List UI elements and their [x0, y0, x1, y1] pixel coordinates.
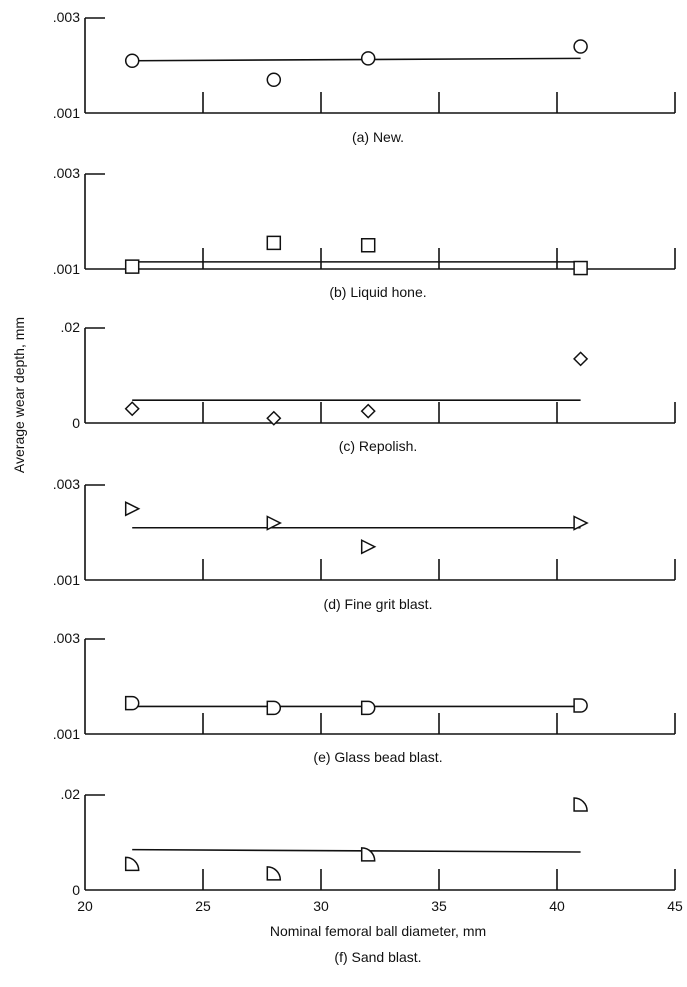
square-marker — [124, 259, 140, 274]
triangle-marker — [573, 515, 589, 531]
chart-panel: .003 .001 (d) Fine grit blast. — [53, 476, 676, 612]
y-tick-label: .003 — [53, 630, 80, 646]
half-circle-marker — [124, 695, 140, 711]
half-circle-marker — [573, 698, 588, 713]
half-circle-marker — [266, 700, 282, 716]
circle-marker — [573, 39, 588, 54]
panel-caption: (c) Repolish. — [339, 438, 418, 454]
y-axis-title: Average wear depth, mm — [11, 317, 27, 473]
y-tick-label: .001 — [53, 726, 80, 742]
y-tick-label: .003 — [53, 476, 80, 492]
x-tick-label: 20 — [77, 898, 93, 914]
panel-caption: (d) Fine grit blast. — [324, 596, 433, 612]
x-tick-label: 45 — [667, 898, 683, 914]
circle-marker — [124, 53, 140, 68]
y-tick-label: .001 — [53, 572, 80, 588]
diamond-marker — [360, 403, 376, 419]
triangle-marker — [124, 501, 141, 517]
chart-panel: .003 .001 (e) Glass bead blast. — [53, 630, 676, 765]
chart-panel: .003 .001 (b) Liquid hone. — [53, 165, 676, 300]
y-tick-label: .02 — [61, 786, 81, 802]
quarter-circle-marker — [360, 847, 376, 862]
square-marker — [266, 235, 282, 251]
x-tick-label: 25 — [195, 898, 211, 914]
quarter-circle-marker — [124, 856, 140, 872]
panel-caption: (a) New. — [352, 129, 404, 145]
chart-panel: .02 0 (c) Repolish. — [61, 319, 676, 454]
y-tick-label: 0 — [72, 415, 80, 431]
fit-line — [132, 57, 581, 62]
half-circle-marker — [360, 700, 376, 716]
circle-marker — [360, 51, 376, 66]
x-tick-label: 40 — [549, 898, 565, 914]
y-tick-label: .001 — [53, 261, 80, 277]
circle-marker — [266, 72, 282, 87]
fit-line — [132, 848, 581, 853]
quarter-circle-marker — [266, 866, 282, 881]
square-marker — [360, 238, 376, 253]
panel-caption: (b) Liquid hone. — [329, 284, 426, 300]
y-tick-label: .001 — [53, 105, 80, 121]
panel-caption: (e) Glass bead blast. — [313, 749, 442, 765]
panel-caption: (f) Sand blast. — [334, 949, 421, 965]
y-tick-label: .003 — [53, 9, 80, 25]
diamond-marker — [124, 401, 140, 417]
diamond-marker — [266, 410, 282, 426]
square-marker — [573, 260, 588, 276]
quarter-circle-marker — [573, 797, 588, 812]
triangle-marker — [266, 515, 282, 531]
x-tick-label: 30 — [313, 898, 329, 914]
chart-panel: .003 .001 (a) New. — [53, 9, 676, 145]
x-axis-title: Nominal femoral ball diameter, mm — [270, 923, 486, 939]
y-tick-label: .003 — [53, 165, 80, 181]
x-tick-label: 35 — [431, 898, 447, 914]
chart-panel: .02 0 (f) Sand blast. 20 25 30 35 40 45 — [61, 786, 683, 965]
y-tick-label: 0 — [72, 882, 80, 898]
panel-group: .003 .001 (a) New. .003 .001 (b) Liquid hone.… — [53, 9, 683, 965]
triangle-marker — [360, 539, 377, 555]
y-tick-label: .02 — [61, 319, 81, 335]
diamond-marker — [573, 351, 589, 367]
